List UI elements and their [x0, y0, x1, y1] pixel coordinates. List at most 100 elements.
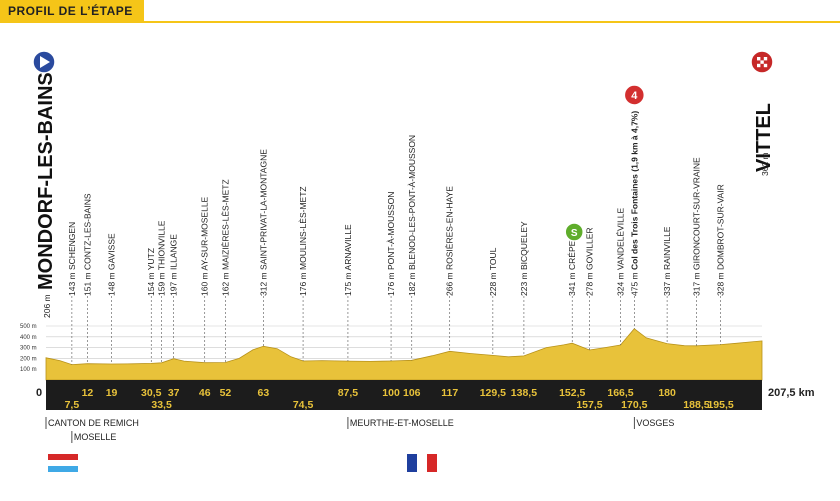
region-label: VOSGES [636, 418, 674, 428]
y-axis-labels: 100 m 200 m 300 m 400 m 500 m [20, 324, 37, 373]
waypoint-altitude: 223 m [519, 270, 529, 296]
waypoint-label: 223 m BICQUELEY [519, 221, 529, 296]
start-altitude: 206 m [42, 294, 52, 318]
waypoint-label: 175 m ARNAVILLE [343, 224, 353, 296]
waypoint-name: SAINT-PRIVAT-LA-MONTAGNE [258, 149, 268, 270]
waypoint-label: 278 m GOVILLER [584, 227, 594, 296]
distance-band: 0 207,5 km [36, 380, 815, 410]
km-label: 188,5 [683, 399, 709, 411]
km-label: 100 [382, 387, 400, 399]
waypoint-label: 176 m MOULINS-LÈS-METZ [298, 186, 308, 296]
waypoint-altitude: 324 m [616, 270, 626, 296]
waypoint-altitude: 317 m [691, 270, 701, 296]
waypoint-leaders [71, 296, 721, 365]
waypoint-label: 324 m VANDELÉVILLE [616, 207, 626, 296]
header-rule [0, 21, 840, 23]
waypoint-name: CONTZ-LES-BAINS [82, 193, 92, 270]
waypoint-name: BICQUELEY [519, 221, 529, 270]
waypoint-labels: 7,5 143 m SCHENGEN 12 151 m CONTZ-LES-BAINS… [65, 111, 734, 411]
km-label: 87,5 [338, 387, 359, 399]
start-arrow-glyph [40, 56, 50, 68]
waypoint-name: AY-SUR-MOSELLE [200, 196, 210, 270]
y-tick-label: 500 m [20, 324, 37, 330]
waypoint-label: 182 m BLENOD-LES-PONT-À-MOUSSON [407, 135, 417, 296]
waypoint-name: YUTZ [146, 248, 156, 270]
waypoint-altitude: 143 m [67, 270, 77, 296]
waypoint-altitude: 160 m [200, 270, 210, 296]
waypoint-name: PONT-À-MOUSSON [386, 192, 396, 270]
waypoint-label: 154 m YUTZ [146, 248, 156, 296]
km-label: 46 [199, 387, 211, 399]
km-label: 157,5 [576, 399, 602, 411]
flag-luxembourg-icon [48, 454, 78, 460]
km-label: 106 [403, 387, 421, 399]
waypoint-name: GIRONCOURT-SUR-VRAINE [691, 157, 701, 270]
y-tick-label: 400 m [20, 335, 37, 341]
waypoint-label: 159 m THIONVILLE [157, 220, 167, 296]
km-label: 166,5 [607, 387, 633, 399]
finish-checker [760, 60, 764, 64]
header-tab: PROFIL DE L’ÉTAPE [0, 0, 144, 22]
waypoint-label: 151 m CONTZ-LES-BAINS [82, 193, 92, 296]
start-town: MONDORF-LES-BAINS [35, 72, 57, 290]
waypoint-altitude: 328 m [716, 270, 726, 296]
waypoint-altitude: 228 m [488, 270, 498, 296]
waypoint-name: Col des Trois Fontaines (1,9 km à 4,7%) [629, 111, 639, 270]
waypoint-label: 475 m Col des Trois Fontaines (1,9 km à … [629, 111, 639, 296]
waypoint-label: 148 m GAVISSE [107, 233, 117, 296]
waypoint-altitude: 197 m [169, 270, 179, 296]
region-label: MOSELLE [74, 432, 117, 442]
finish-checker [763, 57, 768, 61]
waypoint-label: 143 m SCHENGEN [67, 222, 77, 296]
waypoint-label: 328 m DOMBROT-SUR-VAIR [716, 184, 726, 296]
waypoint-name: DOMBROT-SUR-VAIR [716, 184, 726, 270]
waypoint-name: ARNAVILLE [343, 224, 353, 270]
km-label: 152,5 [559, 387, 585, 399]
waypoint-label: 266 m ROSIÈRES-EN-HAYE [445, 186, 455, 296]
waypoint-altitude: 176 m [386, 270, 396, 296]
km-label: 138,5 [511, 387, 537, 399]
flag-luxembourg-blue [48, 466, 78, 472]
km-label: 74,5 [293, 399, 314, 411]
flag-france-red [427, 454, 437, 472]
waypoint-altitude: 176 m [298, 270, 308, 296]
distance-band-bar [46, 380, 762, 410]
km-label: 52 [220, 387, 232, 399]
climb-category: 4 [631, 90, 638, 102]
waypoint-altitude: 266 m [445, 270, 455, 296]
waypoint-altitude: 154 m [146, 270, 156, 296]
waypoint-altitude: 182 m [407, 270, 417, 296]
km-label: 63 [258, 387, 270, 399]
waypoint-name: ROSIÈRES-EN-HAYE [445, 186, 455, 270]
waypoint-label: 341 m CRÉPEY [567, 235, 577, 296]
waypoint-altitude: 278 m [584, 270, 594, 296]
waypoint-label: 160 m AY-SUR-MOSELLE [200, 196, 210, 296]
header-title: PROFIL DE L’ÉTAPE [8, 4, 133, 18]
waypoint-name: SCHENGEN [67, 222, 77, 270]
km-label: 12 [82, 387, 94, 399]
climb-category-icon [623, 84, 646, 106]
flag-france-icon [407, 454, 417, 472]
waypoint-name: VANDELÉVILLE [616, 207, 626, 270]
waypoint-altitude: 312 m [258, 270, 268, 296]
waypoint-name: RAINVILLE [662, 226, 672, 270]
km-label: 30,5 [141, 387, 162, 399]
waypoint-label: 337 m RAINVILLE [662, 226, 672, 296]
waypoint-name: CRÉPEY [567, 235, 577, 270]
regions: CANTON DE REMICH MOSELLE MEURTHE-ET-MOSELL… [45, 417, 674, 472]
km-label: 129,5 [480, 387, 506, 399]
waypoint-label: 317 m GIRONCOURT-SUR-VRAINE [691, 157, 701, 296]
km-label: 7,5 [65, 399, 80, 411]
waypoint-altitude: 148 m [107, 270, 117, 296]
km-label: 180 [658, 387, 676, 399]
waypoint-altitude: 175 m [343, 270, 353, 296]
elevation-profile [45, 328, 763, 381]
finish-altitude: 362 m [760, 152, 770, 176]
waypoint-label: 176 m PONT-À-MOUSSON [386, 192, 396, 296]
finish-checker [757, 57, 761, 61]
km-label: 19 [106, 387, 118, 399]
finish-checker [763, 63, 768, 68]
